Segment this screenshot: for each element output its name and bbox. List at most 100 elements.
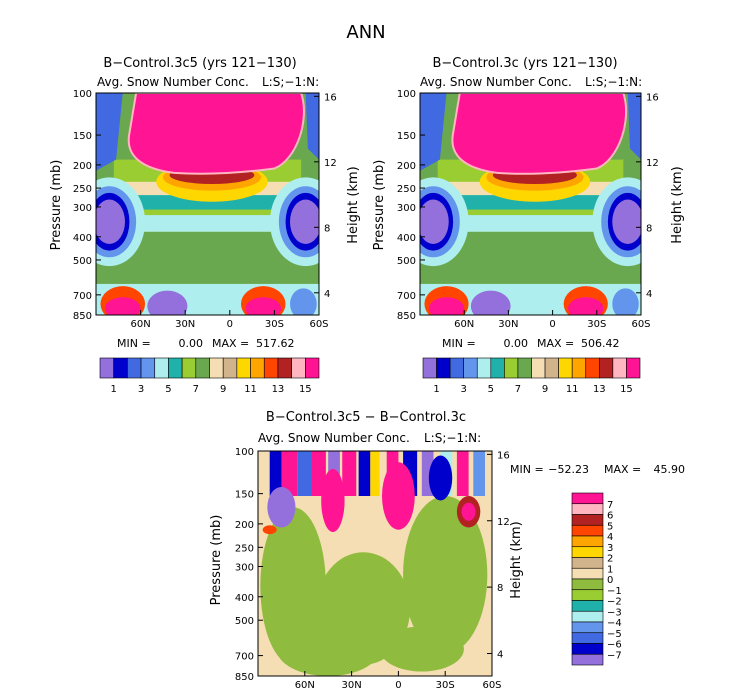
max-value: 506.42: [581, 337, 620, 350]
contour-blob: [420, 199, 449, 244]
contour-blob: [612, 199, 641, 244]
contour-band: [473, 451, 485, 496]
colorbar-swatch: [571, 524, 604, 537]
contour-field: [96, 93, 319, 315]
contour-band: [311, 451, 326, 496]
y2-tick-label: 8: [324, 223, 330, 234]
y-tick-label: 700: [235, 652, 254, 663]
y2-axis-label: Height (km): [509, 521, 524, 598]
y2-axis-label: Height (km): [346, 166, 361, 243]
colorbar-label: 9: [542, 384, 548, 395]
y-tick-label: 400: [235, 593, 254, 604]
colorbar-swatch: [168, 357, 183, 379]
colorbar-label: 7: [515, 384, 521, 395]
colorbar-swatch: [571, 546, 604, 558]
contour-blob: [470, 290, 511, 315]
colorbar-swatch: [476, 357, 492, 379]
colorbar-label: 15: [299, 384, 312, 395]
contour-blob: [245, 297, 282, 315]
contour-blob: [627, 93, 641, 160]
contour-blob: [104, 297, 141, 315]
max-label: MAX =: [212, 337, 249, 350]
contour-blob: [568, 297, 604, 315]
contour-field: [258, 451, 492, 676]
contour-band: [281, 451, 298, 496]
colorbar-swatch: [571, 357, 587, 379]
colorbar-label: 11: [566, 384, 579, 395]
y-tick-label: 100: [235, 447, 254, 458]
y2-tick-label: 12: [324, 158, 337, 169]
y-tick-label: 300: [397, 203, 416, 214]
x-tick-label: 30N: [175, 319, 195, 330]
max-value: 517.62: [256, 337, 295, 350]
y2-tick-label: 16: [324, 92, 337, 103]
y-axis-label: Pressure (mb): [49, 160, 64, 251]
panel-units: L:S;−1:N:: [585, 75, 642, 89]
contour-blob: [305, 93, 319, 160]
y-tick-label: 700: [397, 291, 416, 302]
contour-band: [437, 215, 624, 232]
contour-band: [456, 451, 469, 496]
colorbar-swatch: [140, 357, 156, 379]
y-tick-label: 400: [73, 233, 92, 244]
colorbar-swatch: [222, 357, 238, 379]
x-tick-label: 30N: [341, 680, 361, 691]
min-label: MIN =: [117, 337, 151, 350]
y-tick-label: 700: [73, 291, 92, 302]
y-tick-label: 850: [235, 672, 254, 683]
y-tick-label: 150: [73, 131, 92, 142]
colorbar-swatch: [531, 357, 546, 379]
colorbar-swatch: [305, 357, 320, 379]
colorbar-swatch: [277, 357, 292, 379]
colorbar-swatch: [544, 357, 559, 379]
contour-band: [297, 451, 315, 496]
x-tick-label: 60N: [130, 319, 150, 330]
min-value: 0.00: [179, 337, 204, 350]
contour-field: [420, 93, 641, 315]
colorbar-label: 11: [244, 384, 257, 395]
colorbar-swatch: [571, 492, 604, 505]
x-tick-label: 30N: [498, 319, 518, 330]
colorbar-swatch: [181, 357, 197, 379]
min-value: 0.00: [504, 337, 529, 350]
field-layer: [258, 451, 492, 676]
colorbar-swatch: [154, 357, 169, 379]
x-tick-label: 60N: [454, 319, 474, 330]
colorbar-swatch: [195, 357, 210, 379]
colorbar-label: 7: [193, 384, 199, 395]
contour-blob: [379, 626, 464, 672]
contour-blob: [428, 297, 465, 315]
colorbar-label: 1: [607, 564, 613, 575]
contour-blob: [96, 93, 123, 171]
panel-control-3c: B−Control.3c (yrs 121−130) Avg. Snow Num…: [372, 56, 685, 395]
contour-blob: [428, 455, 453, 501]
colorbar-swatch: [113, 357, 128, 379]
y-tick-label: 500: [235, 616, 254, 627]
y-tick-label: 850: [397, 311, 416, 322]
figure-title: ANN: [346, 22, 385, 43]
colorbar-swatch: [571, 643, 604, 655]
x-tick-label: 0: [395, 680, 401, 691]
colorbar-swatch: [517, 357, 532, 379]
x-tick-label: 0: [549, 319, 555, 330]
y-tick-label: 200: [397, 161, 416, 172]
colorbar-swatch: [585, 357, 600, 379]
x-tick-label: 60S: [631, 319, 650, 330]
y-tick-label: 500: [397, 256, 416, 267]
contour-blob: [267, 487, 296, 528]
colorbar-swatch: [436, 357, 451, 379]
panel-subtitle: Avg. Snow Number Conc.: [97, 75, 249, 89]
max-label: MAX =: [604, 463, 641, 476]
colorbar-swatch: [571, 589, 604, 601]
colorbar-swatch: [263, 357, 279, 379]
colorbar-swatch: [571, 621, 604, 634]
y-tick-label: 200: [73, 161, 92, 172]
colorbar-swatch: [571, 514, 604, 526]
contour-band: [370, 451, 380, 496]
colorbar-label: 3: [461, 384, 467, 395]
contour-blob: [147, 290, 188, 315]
colorbar-label: 6: [607, 511, 613, 522]
colorbar-swatch: [250, 357, 265, 379]
